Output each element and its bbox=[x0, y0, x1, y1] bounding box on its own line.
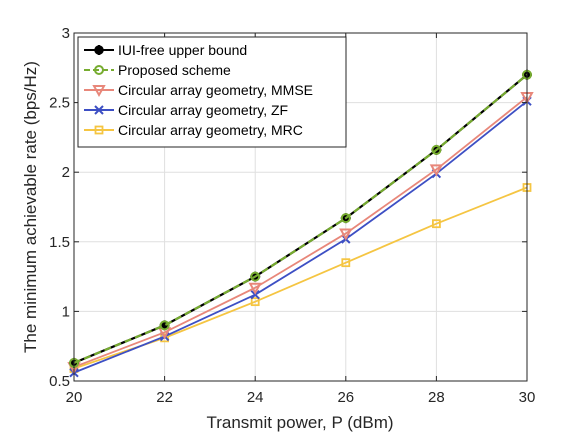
series-line bbox=[73, 100, 528, 374]
legend-label: Proposed scheme bbox=[118, 62, 231, 78]
legend-marker bbox=[94, 45, 104, 55]
legend-item: IUI-free upper bound bbox=[84, 42, 247, 58]
data-point bbox=[341, 258, 351, 268]
data-point bbox=[429, 164, 444, 177]
y-tick-label: 0.5 bbox=[49, 373, 70, 390]
marker-square bbox=[250, 297, 260, 307]
marker-circle bbox=[94, 65, 104, 75]
y-tick-label: 1 bbox=[62, 303, 70, 320]
marker-circle bbox=[431, 144, 442, 155]
data-point bbox=[431, 144, 442, 155]
legend-marker bbox=[94, 105, 104, 115]
y-tick-label: 2.5 bbox=[49, 95, 70, 112]
data-point bbox=[339, 228, 353, 241]
legend-item: Circular array geometry, MMSE bbox=[84, 82, 313, 98]
data-point bbox=[159, 320, 170, 331]
x-tick-label: 24 bbox=[247, 389, 264, 406]
data-point bbox=[248, 282, 262, 295]
series-line bbox=[73, 96, 528, 368]
marker-circle bbox=[159, 320, 170, 331]
legend: IUI-free upper bound Proposed scheme Circu… bbox=[77, 36, 347, 148]
legend-marker bbox=[94, 125, 104, 135]
marker-x-b bbox=[94, 105, 104, 115]
plot-frame bbox=[73, 32, 528, 382]
x-tick-label: 26 bbox=[337, 389, 354, 406]
legend-box bbox=[77, 36, 347, 148]
marker-square bbox=[94, 125, 104, 135]
legend-marker bbox=[92, 85, 106, 98]
x-tick-label: 22 bbox=[156, 389, 173, 406]
series-1 bbox=[69, 69, 532, 368]
y-tick-label: 3 bbox=[62, 25, 70, 42]
legend-label: Circular array geometry, ZF bbox=[118, 102, 288, 118]
data-point bbox=[250, 297, 260, 307]
data-point bbox=[250, 271, 261, 282]
marker-triangle bbox=[339, 228, 353, 241]
marker-circle bbox=[340, 213, 351, 224]
data-point bbox=[431, 219, 441, 229]
marker-square bbox=[431, 219, 441, 229]
legend-marker bbox=[94, 65, 104, 75]
legend-item: Circular array geometry, ZF bbox=[84, 102, 288, 118]
x-axis-label: Transmit power, P (dBm) bbox=[206, 413, 393, 432]
legend-item: Proposed scheme bbox=[84, 62, 231, 78]
legend-label: Circular array geometry, MMSE bbox=[118, 82, 313, 98]
ticks: 20 22 24 26 28 30 0.5 1 1.5 2 2.5 3 bbox=[49, 25, 535, 406]
series-layer bbox=[67, 69, 534, 378]
marker-square bbox=[341, 258, 351, 268]
y-axis-label: The minimum achievable rate (bps/Hz) bbox=[21, 61, 40, 353]
marker-triangle bbox=[248, 282, 262, 295]
x-tick-label: 30 bbox=[519, 389, 536, 406]
series-line bbox=[73, 73, 528, 364]
x-tick-label: 20 bbox=[66, 389, 83, 406]
y-tick-label: 2 bbox=[62, 164, 70, 181]
marker-triangle bbox=[429, 164, 444, 177]
marker-circle bbox=[250, 271, 261, 282]
y-tick-label: 1.5 bbox=[49, 234, 70, 251]
marker-triangle bbox=[92, 85, 106, 98]
data-point bbox=[340, 213, 351, 224]
legend-label: IUI-free upper bound bbox=[118, 42, 247, 58]
x-tick-label: 28 bbox=[428, 389, 445, 406]
legend-item: Circular array geometry, MRC bbox=[84, 122, 303, 138]
legend-label: Circular array geometry, MRC bbox=[118, 122, 303, 138]
